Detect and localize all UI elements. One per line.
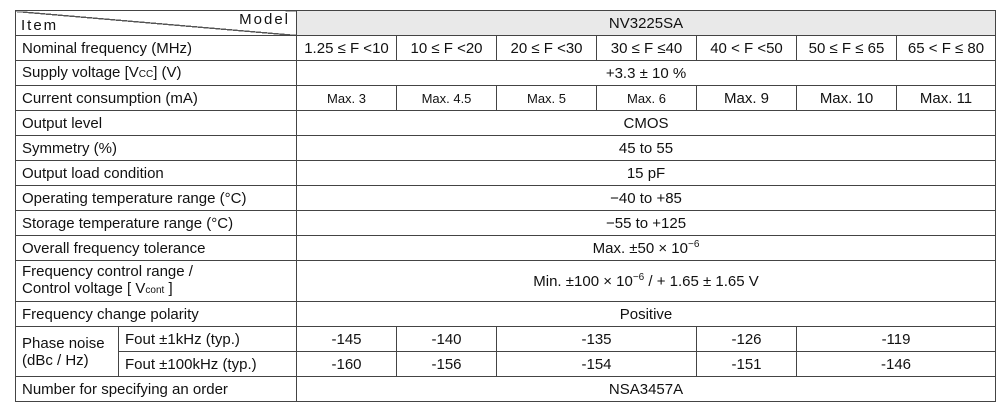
freq-control-row: Frequency control range / Control voltag… [15,260,997,302]
operating-temp-label: Operating temperature range (°C) [15,185,297,211]
current-value-cell: Max. 10 [796,85,897,111]
current-value-cell: Max. 3 [296,85,397,111]
supply-voltage-label: Supply voltage [VCC] (V) [15,60,297,86]
item-header-label: Item [21,17,59,34]
current-value-cell: Max. 5 [496,85,597,111]
freq-control-label-line2-post: ] [164,280,173,297]
frequency-range-cell: 65 < F ≤ 80 [895,35,997,61]
freq-control-exponent: −6 [632,271,645,283]
phase-noise-label: Phase noise (dBc / Hz) [15,326,119,377]
frequency-range-cell: 20 ≤ F <30 [496,35,597,61]
phase-noise-value-cell: -146 [795,351,997,377]
phase-noise-sublabel: Fout ±100kHz (typ.) [118,351,297,377]
polarity-row: Frequency change polarity Positive [15,301,997,327]
current-value-cell: Max. 11 [895,85,997,111]
phase-noise-value-cell: -156 [396,351,497,377]
frequency-range-cell: 1.25 ≤ F <10 [296,35,397,61]
phase-noise-value-cell: -119 [795,326,997,352]
order-number-value: NSA3457A [295,376,997,402]
frequency-range-cell: 50 ≤ F ≤ 65 [796,35,897,61]
frequency-range-cell: 40 < F <50 [696,35,797,61]
freq-control-value: Min. ±100 × 10−6 / + 1.65 ± 1.65 V [295,260,997,302]
output-level-row: Output level CMOS [15,110,997,136]
order-number-row: Number for specifying an order NSA3457A [15,376,997,402]
freq-control-value-pre: Min. ±100 × 10 [533,272,633,290]
freq-control-label: Frequency control range / Control voltag… [15,260,297,302]
phase-noise-label-line1: Phase noise [22,334,105,352]
current-consumption-label: Current consumption (mA) [15,85,297,111]
symmetry-label: Symmetry (%) [15,135,297,161]
order-number-label: Number for specifying an order [15,376,297,402]
phase-noise-value-cell: -160 [296,351,397,377]
output-load-row: Output load condition 15 pF [15,160,997,186]
current-value-cell: Max. 9 [696,85,797,111]
overall-tolerance-exponent: −6 [688,238,700,250]
output-load-label: Output load condition [15,160,297,186]
nominal-frequency-row: Nominal frequency (MHz) 1.25 ≤ F <10 10 … [15,35,997,61]
overall-tolerance-value-pre: Max. ±50 × 10 [592,239,688,257]
supply-voltage-label-pre: Supply voltage [V [22,63,139,81]
symmetry-value: 45 to 55 [295,135,997,161]
supply-voltage-row: Supply voltage [VCC] (V) +3.3 ± 10 % [15,60,997,86]
phase-noise-sublabel: Fout ±1kHz (typ.) [118,326,297,352]
frequency-range-cell: 30 ≤ F ≤40 [596,35,697,61]
frequency-range-cell: 10 ≤ F <20 [396,35,497,61]
operating-temp-row: Operating temperature range (°C) −40 to … [15,185,997,211]
overall-tolerance-value: Max. ±50 × 10−6 [295,235,997,261]
spec-table-container: Model Item NV3225SA Nominal frequency (M… [15,10,997,402]
overall-tolerance-label: Overall frequency tolerance [15,235,297,261]
symmetry-row: Symmetry (%) 45 to 55 [15,135,997,161]
phase-noise-row-100khz: Fout ±100kHz (typ.) -160 -156 -154 -151 … [16,351,997,377]
phase-noise-value-cell: -154 [496,351,697,377]
freq-control-label-line2-pre: Control voltage [ V [22,280,146,297]
model-name-cell: NV3225SA [295,10,997,36]
current-value-cell: Max. 4.5 [396,85,497,111]
header-row: Model Item NV3225SA [15,10,997,36]
spec-table: Model Item NV3225SA Nominal frequency (M… [15,10,997,402]
output-load-value: 15 pF [295,160,997,186]
current-consumption-row: Current consumption (mA) Max. 3 Max. 4.5… [15,85,997,111]
output-level-value: CMOS [295,110,997,136]
supply-voltage-label-sub: CC [138,68,154,80]
item-model-header-cell: Model Item [15,10,297,36]
overall-tolerance-row: Overall frequency tolerance Max. ±50 × 1… [15,235,997,261]
freq-control-label-line1: Frequency control range / [22,263,193,280]
operating-temp-value: −40 to +85 [295,185,997,211]
phase-noise-value-cell: -135 [496,326,697,352]
polarity-label: Frequency change polarity [15,301,297,327]
nominal-frequency-label: Nominal frequency (MHz) [15,35,297,61]
model-header-label: Model [239,11,290,29]
supply-voltage-value: +3.3 ± 10 % [295,60,997,86]
freq-control-label-line2-sub: cont [145,285,165,296]
storage-temp-label: Storage temperature range (°C) [15,210,297,236]
current-value-cell: Max. 6 [596,85,697,111]
freq-control-value-post: / + 1.65 ± 1.65 V [644,272,759,290]
phase-noise-value-cell: -151 [696,351,797,377]
phase-noise-row-1khz: Phase noise (dBc / Hz) Fout ±1kHz (typ.)… [15,326,997,377]
polarity-value: Positive [295,301,997,327]
storage-temp-row: Storage temperature range (°C) −55 to +1… [15,210,997,236]
phase-noise-label-line2: (dBc / Hz) [22,351,89,369]
supply-voltage-label-post: ] (V) [153,63,182,81]
phase-noise-value-cell: -140 [396,326,497,352]
phase-noise-value-cell: -126 [696,326,797,352]
phase-noise-value-cell: -145 [296,326,397,352]
output-level-label: Output level [15,110,297,136]
storage-temp-value: −55 to +125 [295,210,997,236]
freq-control-label-line2: Control voltage [ Vcont ] [22,280,290,299]
